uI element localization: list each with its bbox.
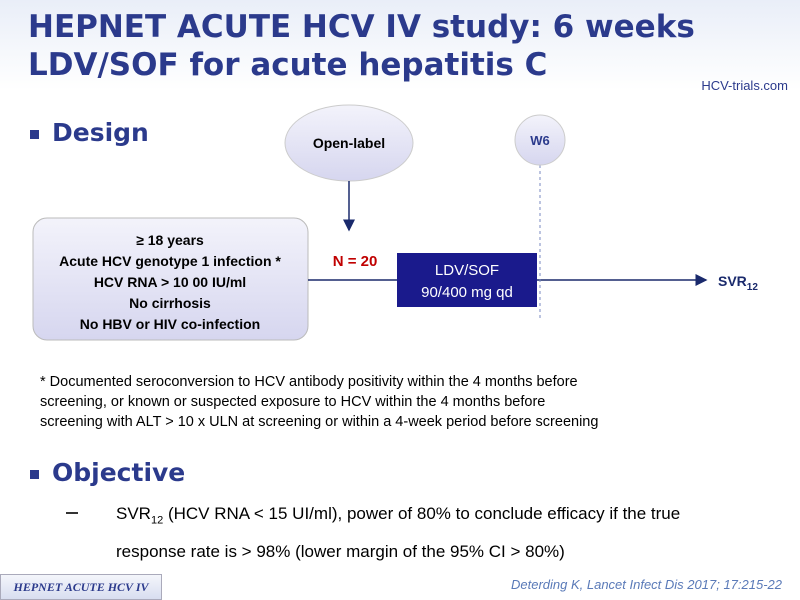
- bullet: [30, 130, 39, 139]
- citation: Deterding K, Lancet Infect Dis 2017; 17:…: [510, 577, 782, 592]
- treatment: LDV/SOF: [435, 262, 499, 279]
- treatment: 90/400 mg qd: [421, 284, 513, 301]
- logo: HCV-trials.com: [701, 78, 788, 93]
- objective-line: SVR12 (HCV RNA < 15 UI/ml), power of 80%…: [116, 498, 680, 536]
- title: HEPNET ACUTE HCV IV study: 6 weeks LDV/SO…: [28, 8, 695, 84]
- objective-pre: SVR: [116, 504, 151, 523]
- footnote-line: screening, or known or suspected exposur…: [40, 394, 546, 410]
- inclusion-criterion: ≥ 18 years: [136, 232, 204, 248]
- inclusion-criterion: HCV RNA > 10 00 IU/ml: [94, 274, 246, 290]
- treatment-box: [397, 253, 537, 307]
- bullet: [30, 470, 39, 479]
- objective-sub: 12: [150, 514, 164, 527]
- outcome-sub: 12: [747, 282, 759, 293]
- objective-line1: (HCV RNA < 15 UI/ml), power of 80% to co…: [163, 504, 681, 523]
- footnote-line: * Documented seroconversion to HCV antib…: [40, 374, 578, 390]
- title-line: LDV/SOF for acute hepatitis C: [28, 47, 548, 83]
- title-line: HEPNET ACUTE HCV IV study: 6 weeks: [28, 9, 695, 45]
- section-heading: Design: [52, 118, 149, 147]
- header-band: [0, 0, 800, 90]
- objective-line2: response rate is > 98% (lower margin of …: [116, 542, 565, 562]
- outcome-text: SVR: [718, 273, 747, 289]
- study-tag: HEPNET ACUTE HCV IV: [0, 574, 162, 600]
- footnote-line: screening with ALT > 10 x ULN at screeni…: [40, 414, 599, 430]
- week-label: W6: [530, 133, 550, 148]
- inclusion-criterion: Acute HCV genotype 1 infection *: [59, 253, 281, 269]
- objective-text: SVR12 (HCV RNA < 15 UI/ml), power of 80%…: [116, 498, 680, 567]
- section-heading: Objective: [52, 458, 186, 487]
- dash: [66, 512, 78, 514]
- outcome: SVR12: [718, 273, 758, 293]
- week-circle: [514, 114, 566, 166]
- footnote: * Documented seroconversion to HCV antib…: [40, 372, 598, 432]
- inclusion-criterion: No cirrhosis: [129, 295, 211, 311]
- sample-size: N = 20: [333, 253, 378, 270]
- inclusion-criterion: No HBV or HIV co-infection: [80, 316, 260, 332]
- open-label: Open-label: [313, 135, 385, 151]
- inclusion-box: [32, 217, 309, 341]
